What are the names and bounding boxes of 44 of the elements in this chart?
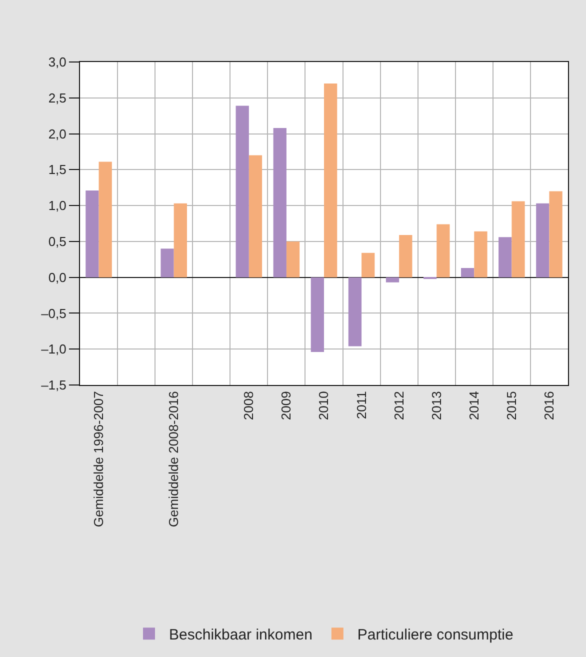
x-tick-label: 2011	[354, 391, 369, 420]
bar	[248, 155, 262, 278]
bar	[549, 191, 562, 278]
y-tick-label: 2,0	[48, 126, 66, 142]
y-tick-label: –1,0	[41, 342, 66, 357]
bar	[273, 128, 286, 278]
bar	[386, 277, 400, 282]
bar	[236, 106, 249, 278]
bar	[98, 162, 112, 278]
y-tick-label: 1,0	[48, 198, 66, 214]
x-tick-label: Gemiddelde 2008-2016	[166, 391, 182, 528]
x-tick-label: Gemiddelde 1996-2007	[90, 391, 106, 528]
x-tick-label: 2014	[466, 391, 482, 420]
x-tick-label: 2012	[391, 391, 406, 420]
y-tick-label: 2,5	[48, 90, 66, 106]
bar	[436, 224, 450, 278]
x-tick-label: 2008	[241, 391, 256, 420]
bar	[474, 231, 488, 278]
bar	[512, 201, 525, 278]
bar	[399, 234, 412, 278]
bar	[174, 203, 187, 278]
y-tick-label: –0,5	[41, 306, 66, 321]
x-tick-label: 2013	[428, 391, 444, 420]
bar	[461, 268, 474, 278]
x-tick-label: 2009	[278, 391, 294, 420]
bar	[160, 248, 174, 278]
y-tick-label: 3,0	[48, 54, 66, 70]
x-tick-label: 2015	[504, 391, 519, 420]
bar	[348, 277, 362, 346]
y-tick-label: 1,5	[48, 162, 66, 178]
y-tick-label: 0,0	[48, 270, 66, 285]
bar	[286, 241, 300, 278]
legend-label: Particuliere consumptie	[357, 626, 514, 644]
y-tick-label: 0,5	[48, 234, 66, 249]
bar	[310, 277, 324, 352]
legend-label: Beschikbaar inkomen	[169, 626, 312, 644]
bar	[324, 84, 338, 278]
x-tick-label: 2010	[316, 391, 332, 420]
x-tick-label: 2016	[541, 391, 556, 420]
bar	[362, 252, 375, 278]
bar	[498, 237, 512, 278]
bar	[536, 203, 550, 278]
bar	[86, 190, 99, 278]
y-tick-label: –1,5	[41, 378, 66, 393]
